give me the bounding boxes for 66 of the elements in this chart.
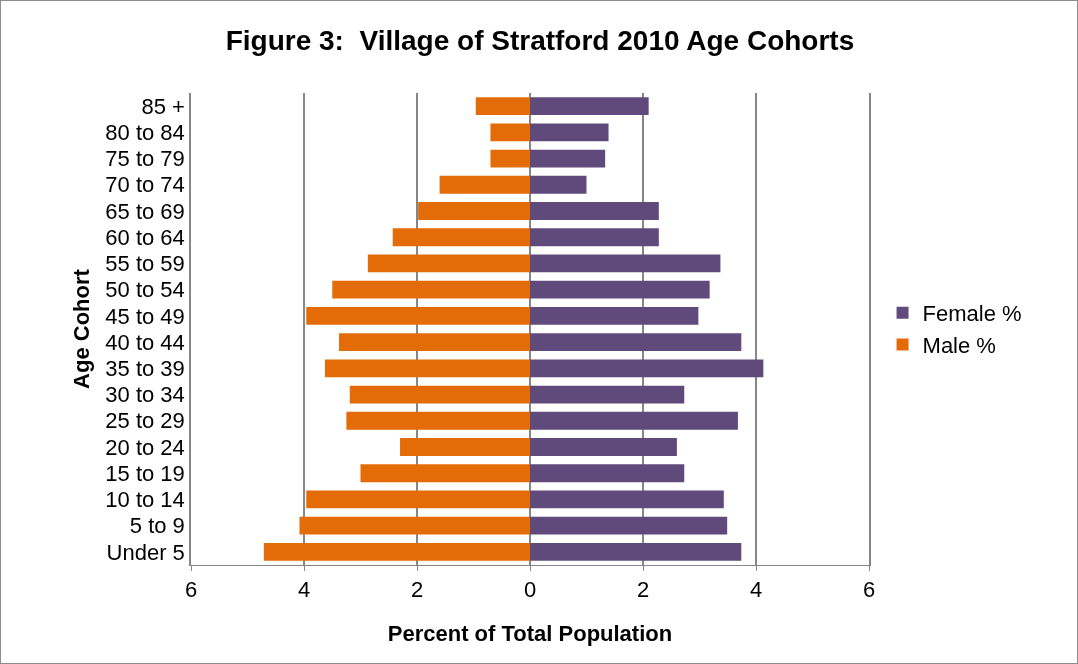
- y-tick-label: 20 to 24: [105, 434, 185, 460]
- y-tick-label: 70 to 74: [105, 172, 185, 198]
- y-tick-label: 60 to 64: [105, 224, 185, 250]
- y-tick-label: 40 to 44: [105, 329, 185, 355]
- bar: [346, 411, 530, 430]
- x-tick-label: 2: [410, 577, 424, 603]
- bar: [530, 411, 738, 430]
- bar: [332, 280, 530, 299]
- bar: [306, 306, 530, 325]
- bar: [530, 202, 659, 220]
- bar: [530, 333, 742, 352]
- y-tick-label: 65 to 69: [105, 198, 185, 224]
- y-tick-label: 85 +: [141, 93, 185, 119]
- y-tick-label: 75 to 79: [105, 146, 185, 172]
- bar: [530, 254, 721, 273]
- y-tick-label: 80 to 84: [105, 120, 185, 146]
- bar: [530, 280, 710, 299]
- bar: [490, 123, 530, 142]
- bar: [439, 175, 530, 194]
- bar: [392, 228, 530, 247]
- x-tick-label: 2: [636, 577, 650, 603]
- y-axis-title: Age Cohort: [68, 268, 94, 389]
- bar: [418, 202, 530, 220]
- bar: [530, 438, 677, 456]
- bar: [530, 97, 649, 116]
- legend-label: Male %: [922, 332, 996, 358]
- x-tick-label: 4: [749, 577, 763, 603]
- y-tick-label: 55 to 59: [105, 251, 185, 277]
- bar: [306, 490, 530, 509]
- bar: [400, 438, 530, 456]
- bar: [490, 149, 530, 168]
- bar: [349, 385, 530, 404]
- bar: [530, 385, 685, 404]
- bar: [324, 359, 530, 378]
- x-tick-label: 0: [523, 577, 537, 603]
- x-tick-label: 4: [297, 577, 311, 603]
- bar: [530, 516, 728, 535]
- y-tick-label: 50 to 54: [105, 277, 185, 303]
- bar: [530, 359, 764, 378]
- y-tick-label: 45 to 49: [105, 303, 185, 329]
- x-axis-title: Percent of Total Population: [387, 621, 673, 646]
- y-tick-label: 25 to 29: [105, 408, 185, 434]
- bar: [530, 175, 587, 194]
- y-tick-label: 15 to 19: [105, 460, 185, 486]
- bar: [530, 464, 685, 483]
- bar: [367, 254, 530, 273]
- legend-label: Female %: [922, 301, 1022, 327]
- bar: [339, 333, 530, 352]
- bar: [475, 97, 530, 116]
- y-tick-label: Under 5: [106, 539, 185, 565]
- x-tick-label: 6: [184, 577, 198, 603]
- bar: [530, 123, 609, 142]
- chart-title: Figure 3: Village of Stratford 2010 Age Cohorts: [225, 25, 855, 57]
- y-tick-label: 30 to 34: [105, 382, 185, 408]
- bar: [530, 149, 606, 168]
- bar: [530, 306, 699, 325]
- bar: [530, 542, 742, 561]
- bar: [263, 542, 530, 561]
- bar: [530, 490, 724, 509]
- bar: [530, 228, 659, 247]
- x-tick-label: 6: [862, 577, 876, 603]
- y-tick-label: 10 to 14: [105, 487, 185, 513]
- y-tick-label: 5 to 9: [129, 513, 185, 539]
- y-tick-label: 35 to 39: [105, 356, 185, 382]
- bar: [299, 516, 530, 535]
- bar: [360, 464, 530, 483]
